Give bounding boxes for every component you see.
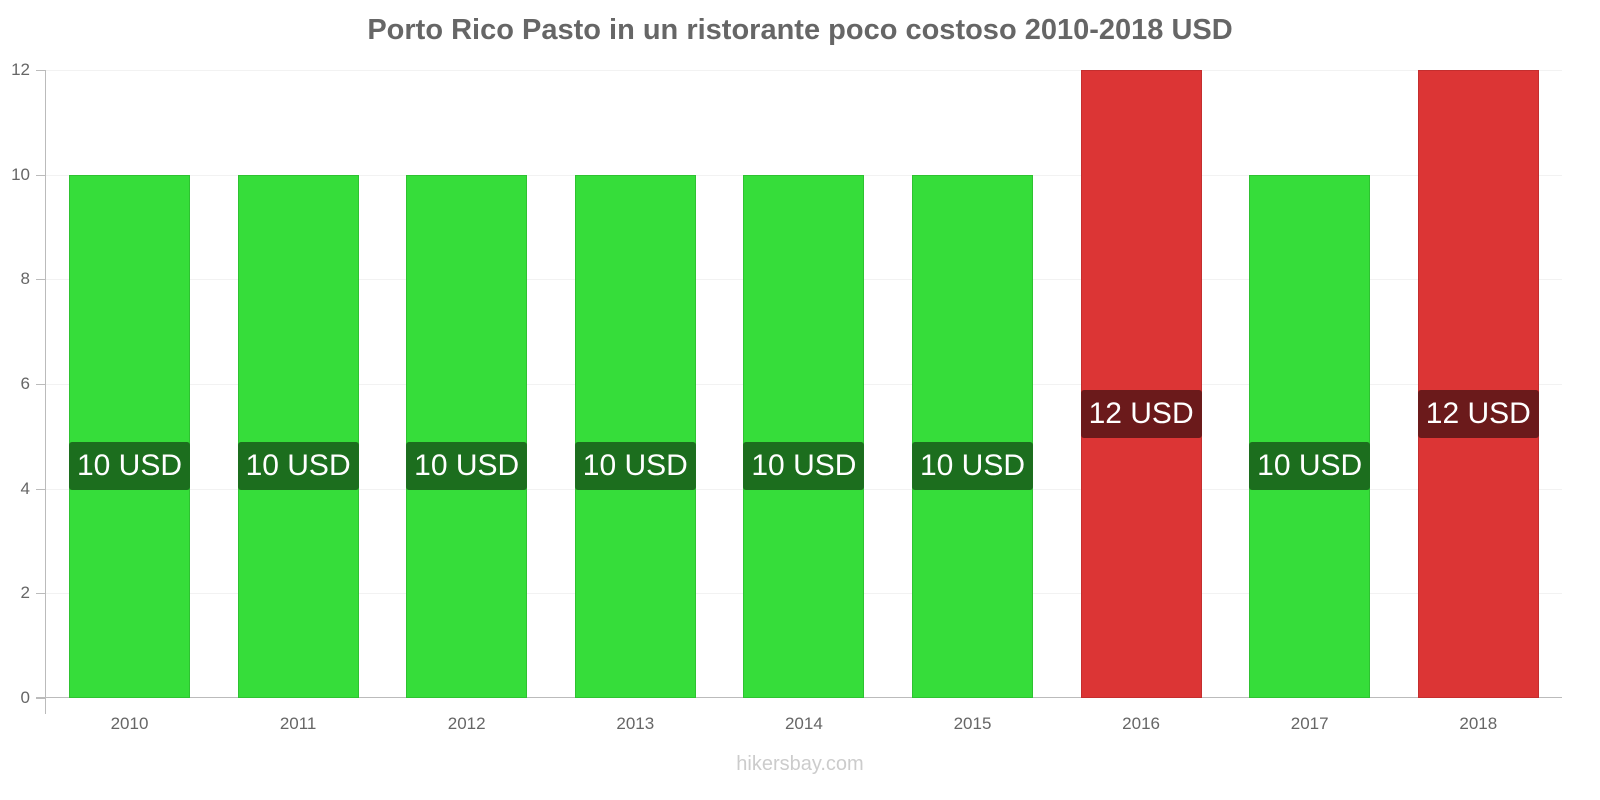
y-tick-mark (36, 488, 46, 490)
bar-2015 (912, 174, 1033, 698)
x-tick-label: 2011 (279, 714, 317, 733)
data-label: 10 USD (574, 442, 696, 491)
x-tick-label: 2015 (953, 714, 992, 733)
y-axis-line (45, 70, 46, 714)
y-tick-mark (36, 70, 46, 71)
data-label: 12 USD (1080, 390, 1202, 438)
data-label: 10 USD (743, 442, 865, 491)
y-tick-label: 10 (11, 164, 30, 184)
gridline (46, 70, 1562, 71)
x-tick-label: 2013 (616, 714, 655, 733)
x-tick-label: 2012 (447, 714, 486, 733)
data-label: 10 USD (1249, 442, 1371, 491)
data-label: 10 USD (406, 442, 528, 491)
bar-2012 (406, 174, 528, 698)
bar-2016 (1080, 70, 1202, 698)
y-tick-mark (36, 279, 46, 281)
bar-2010 (69, 174, 190, 698)
y-tick-mark (36, 174, 46, 176)
bar-2018 (1417, 70, 1539, 698)
x-tick-label: 2018 (1459, 714, 1498, 733)
y-tick-label: 2 (20, 583, 30, 603)
watermark: hikersbay.com (736, 753, 864, 775)
bar-2014 (743, 174, 865, 698)
y-tick-label: 8 (20, 269, 30, 289)
data-label: 10 USD (237, 442, 359, 491)
y-tick-label: 4 (20, 478, 30, 498)
x-tick-label: 2016 (1122, 714, 1160, 733)
bar-2011 (237, 174, 359, 698)
data-label: 10 USD (69, 442, 190, 491)
data-label: 12 USD (1417, 390, 1539, 438)
bar-2017 (1249, 174, 1371, 698)
y-tick-label: 0 (20, 688, 30, 707)
x-tick-label: 2010 (110, 714, 149, 733)
chart-title: Porto Rico Pasto in un ristorante poco c… (367, 14, 1233, 46)
y-tick-label: 12 (11, 60, 30, 79)
bar-2013 (574, 174, 696, 698)
y-tick-mark (36, 384, 46, 385)
data-label: 10 USD (912, 442, 1033, 491)
x-tick-label: 2014 (784, 714, 823, 733)
y-tick-mark (36, 698, 46, 699)
x-tick-label: 2017 (1290, 714, 1329, 733)
y-tick-label: 6 (20, 374, 30, 393)
y-tick-mark (36, 593, 46, 595)
